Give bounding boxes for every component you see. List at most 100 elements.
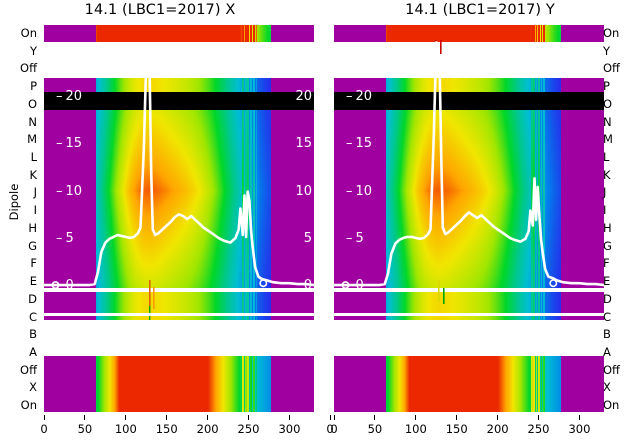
inner-y-tick-0-plot-x: –0 — [56, 278, 74, 293]
x-tick-50-x: 50 — [65, 415, 105, 436]
profile-line — [334, 41, 604, 287]
tick-dash: – — [346, 183, 353, 199]
category-label-g-12: G — [603, 238, 612, 253]
inner-y-tick-20-plot-y: –20 — [346, 89, 372, 104]
heatmap-plot-y[interactable]: –25–20–15–10–5–0 — [334, 25, 604, 415]
inner-y-tick-20-plot-x: –20 — [56, 89, 82, 104]
category-label-on-21: On — [20, 398, 37, 413]
inner-y-tick-25-plot-y: –25 — [346, 42, 372, 57]
tick-dash: – — [346, 278, 353, 293]
heatmap-canvas-x — [44, 25, 314, 415]
x-tick-50-y: 50 — [355, 415, 395, 436]
inner-y-tick-label: 0 — [65, 278, 74, 293]
category-label-k-8: K — [29, 167, 37, 182]
profile-endpoint-marker — [341, 281, 350, 290]
category-label-m-6: M — [27, 132, 37, 147]
category-label-off-2: Off — [603, 61, 620, 76]
inner-y-tick-label: 15 — [65, 136, 83, 152]
tick-mark — [248, 415, 250, 420]
heatmap-plot-x[interactable]: –25–20–15–10–5–0 25 20 15 10 5 0 — [44, 25, 314, 415]
inner-y-tick-label: 10 — [65, 183, 83, 199]
inner-y-tick-25-plot-x: –25 — [56, 42, 82, 57]
category-label-k-8: K — [603, 167, 611, 182]
tick-label: 200 — [486, 422, 509, 436]
category-label-e-14: E — [603, 274, 611, 289]
category-label-x-20: X — [29, 380, 37, 395]
x-tick-150-y: 150 — [437, 415, 477, 436]
inner-y-tick-15-plot-x: –15 — [56, 136, 82, 151]
inner-y-tick-label: 25 — [65, 42, 83, 57]
inner-y-tick-label: 20 — [355, 89, 373, 105]
category-label-f-13: F — [30, 256, 37, 271]
tick-mark — [329, 415, 331, 420]
inner-y-tick-right-20: 20 — [295, 89, 312, 105]
tick-dash: – — [56, 136, 63, 152]
category-label-o-4: O — [603, 96, 613, 111]
overlay-profile-y — [334, 41, 604, 316]
category-label-m-6: M — [603, 132, 613, 147]
tick-mark — [43, 415, 45, 420]
x-tick-250-x: 250 — [229, 415, 269, 436]
category-label-h-11: H — [28, 220, 37, 235]
inner-y-tick-10-plot-x: –10 — [56, 184, 82, 199]
category-label-p-3: P — [30, 79, 37, 94]
category-label-l-7: L — [603, 149, 610, 164]
category-label-c-16: C — [28, 309, 37, 324]
inner-y-tick-10-plot-y: –10 — [346, 184, 372, 199]
tick-dash: – — [56, 278, 63, 293]
category-label-g-12: G — [28, 238, 37, 253]
category-label-n-5: N — [28, 114, 37, 129]
tick-mark — [84, 415, 86, 420]
x-axis-panel-x: 0 50 100 150 200 250 300 0 — [40, 415, 334, 440]
tick-mark — [288, 415, 290, 420]
inner-y-tick-label: 20 — [65, 89, 83, 105]
category-label-c-16: C — [603, 309, 612, 324]
inner-y-tick-label: 0 — [355, 278, 364, 293]
category-label-n-5: N — [603, 114, 612, 129]
inner-y-tick-right-10: 10 — [295, 183, 312, 199]
tick-mark — [333, 415, 335, 420]
category-label-l-7: L — [30, 149, 37, 164]
inner-y-tick-right-0: 0 — [303, 278, 312, 293]
panel-y-title: 14.1 (LBC1=2017) Y — [405, 2, 555, 18]
panel-y: 14.1 (LBC1=2017) Y –25–20–15–10–5–0 0 50 1… — [320, 0, 640, 440]
section-divider-line — [334, 313, 604, 316]
inner-y-tick-15-plot-y: –15 — [346, 136, 372, 151]
category-label-f-13: F — [603, 256, 610, 271]
x-tick-0-y: 0 — [314, 415, 354, 436]
inner-y-tick-right-15: 15 — [295, 136, 312, 152]
section-divider-line — [44, 313, 314, 316]
category-label-a-18: A — [29, 344, 37, 359]
profile-endpoint-marker — [51, 281, 60, 290]
category-label-on-21: On — [603, 398, 620, 413]
tick-label: 0 — [326, 422, 334, 436]
x-tick-150-x: 150 — [147, 415, 187, 436]
category-label-h-11: H — [603, 220, 612, 235]
tick-dash: – — [346, 136, 353, 152]
category-label-o-4: O — [27, 96, 37, 111]
panel-x: 14.1 (LBC1=2017) X –25–20–15–10–5–0 25 20 1… — [40, 2, 334, 440]
category-label-off-19: Off — [603, 362, 620, 377]
tick-label: 100 — [114, 422, 137, 436]
tick-mark — [166, 415, 168, 420]
category-label-j-9: J — [603, 185, 607, 200]
category-label-off-2: Off — [20, 61, 37, 76]
tick-mark — [456, 415, 458, 420]
tick-label: 200 — [196, 422, 219, 436]
tick-label: 100 — [404, 422, 427, 436]
tick-dash: – — [346, 42, 353, 57]
tick-label: 150 — [155, 422, 178, 436]
tick-dash: – — [56, 230, 63, 246]
inner-y-tick-5-plot-y: –5 — [346, 231, 364, 246]
category-label-on-0: On — [603, 25, 620, 40]
tick-mark — [207, 415, 209, 420]
category-label-d-15: D — [603, 291, 612, 306]
overlay-profile-x — [44, 53, 314, 316]
tick-label: 0 — [330, 422, 338, 436]
category-label-y-1: Y — [603, 43, 611, 58]
tick-mark — [374, 415, 376, 420]
inner-y-tick-label: 10 — [355, 183, 373, 199]
tick-label: 300 — [568, 422, 591, 436]
x-tick-300-x: 300 — [269, 415, 309, 436]
